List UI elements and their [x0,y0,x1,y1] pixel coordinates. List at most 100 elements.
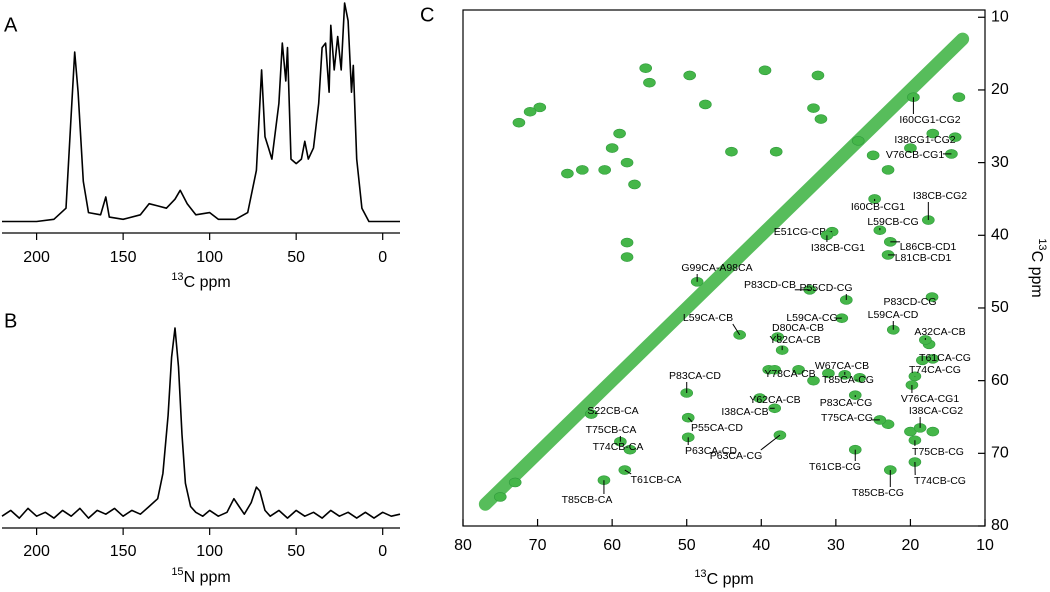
peak-label: E51CG-CB [774,226,827,238]
x-tick-label: 50 [678,537,696,554]
labeled-peak [623,444,637,455]
peak-label: T85CB-CG [852,487,904,499]
cross-peak [926,128,940,139]
cross-peak [866,150,880,161]
cross-peak [952,92,966,103]
diagonal-ridge [478,32,970,511]
panel-label: C [420,4,434,26]
x-tick-label: 40 [752,537,770,554]
x-tick-label: 150 [110,543,137,560]
peak-label: V76CA-CG1 [901,393,960,405]
y-tick-label: 10 [991,8,1009,25]
peak-label: I38CG1-CG2 [894,134,955,146]
x-tick-label: 0 [378,543,387,560]
labeled-peak [768,364,782,375]
peak-label: S22CB-CA [587,405,638,417]
labeled-peak [925,292,939,302]
peak-label: P55CD-CG [799,282,852,294]
cross-peak [792,364,805,375]
panel-label: A [4,14,18,36]
peak-label: T85CA-CG [822,374,874,386]
x-tick-label: 200 [23,249,50,266]
cross-peak [493,492,507,502]
y-tick-label: 20 [991,81,1009,98]
peak-label: T85CB-CA [562,494,613,506]
x-tick-label: 100 [196,543,223,560]
cross-peak [926,426,940,437]
peak-label: L81CB-CD1 [895,252,952,264]
leader-line [624,469,632,475]
peak-label: Y62CA-CB [749,394,800,406]
cross-peak [807,375,820,386]
x-axis-label: 15N ppm [171,566,230,586]
peak-label: L59CA-CB [683,312,733,324]
label-sup: 13 [171,271,183,283]
label-main: C ppm [184,274,231,291]
labeled-peak [948,132,962,142]
peak-label: G99CA-A98CA [681,262,752,274]
cross-peak [628,179,641,190]
cross-peak [512,117,526,128]
x-tick-label: 0 [378,249,387,266]
x-tick-label: 70 [529,537,547,554]
cross-peak [613,128,626,139]
cross-peak [881,165,895,175]
cross-peak [561,168,574,179]
x-tick-label: 100 [196,249,223,266]
peak-label: Y82CA-CB [769,334,820,346]
peak-label: P63CA-CG [710,450,763,462]
cross-peak [533,102,547,113]
y-tick-label: 50 [991,299,1009,316]
peak-label: L59CB-CG [867,216,918,228]
x-tick-label: 30 [827,537,845,554]
peak-label: T61CB-CA [631,474,682,486]
cross-peak [822,368,835,379]
cross-peak [620,157,634,168]
label-main: N ppm [184,569,231,586]
x-axis-label: 13C ppm [171,271,230,291]
peak-label: T75CB-CA [586,424,637,436]
peak-label: I60CG1-CG2 [899,114,960,126]
peak-label: P83CD-CB [744,279,796,291]
peak-label: I38CA-CB [721,406,768,418]
peak-label: V76CB-CG1 [886,149,945,161]
peak-label: P55CA-CD [691,422,743,434]
x-tick-label: 200 [23,543,50,560]
labeled-peak [853,372,867,383]
labeled-peak [753,393,767,403]
x-tick-label: 50 [287,249,305,266]
peak-label: I38CB-CG2 [913,190,967,202]
peak-label: L86CB-CD1 [900,241,957,253]
peak-label: T74CB-CG [914,475,966,487]
cross-peak [508,477,522,488]
label-sup: 15 [171,566,183,578]
y-tick-label: 30 [991,154,1009,171]
cross-peak [683,70,696,81]
cross-peak [699,99,712,110]
y-tick-label: 70 [991,445,1009,462]
cross-peak [851,136,865,146]
x-tick-label: 10 [976,537,994,554]
peak-label: L59CA-CD [868,309,919,321]
cross-peak [620,237,634,248]
peak-label: P83CD-CG [883,296,936,308]
y-tick-label: 40 [991,227,1009,244]
leader-line [687,417,693,423]
peak-label: T61CB-CG [809,461,861,473]
x-tick-label: 50 [287,543,305,560]
peak-label: W67CA-CB [815,360,869,372]
cross-peak [758,65,772,76]
panel-label: B [4,310,17,332]
peak-label: D80CA-CB [772,322,824,334]
cross-peak [576,165,589,175]
cross-peak [598,165,611,175]
label-sup: 13 [1036,238,1048,250]
peak-label: P63CA-CD [685,445,737,457]
cross-peak [605,143,619,153]
cross-peak [725,146,738,157]
peak-label: T74CA-CG [909,364,961,376]
cross-peak [523,106,537,117]
peak-label: T75CB-CG [912,446,964,458]
x-axis-label: 13C ppm [694,568,753,588]
